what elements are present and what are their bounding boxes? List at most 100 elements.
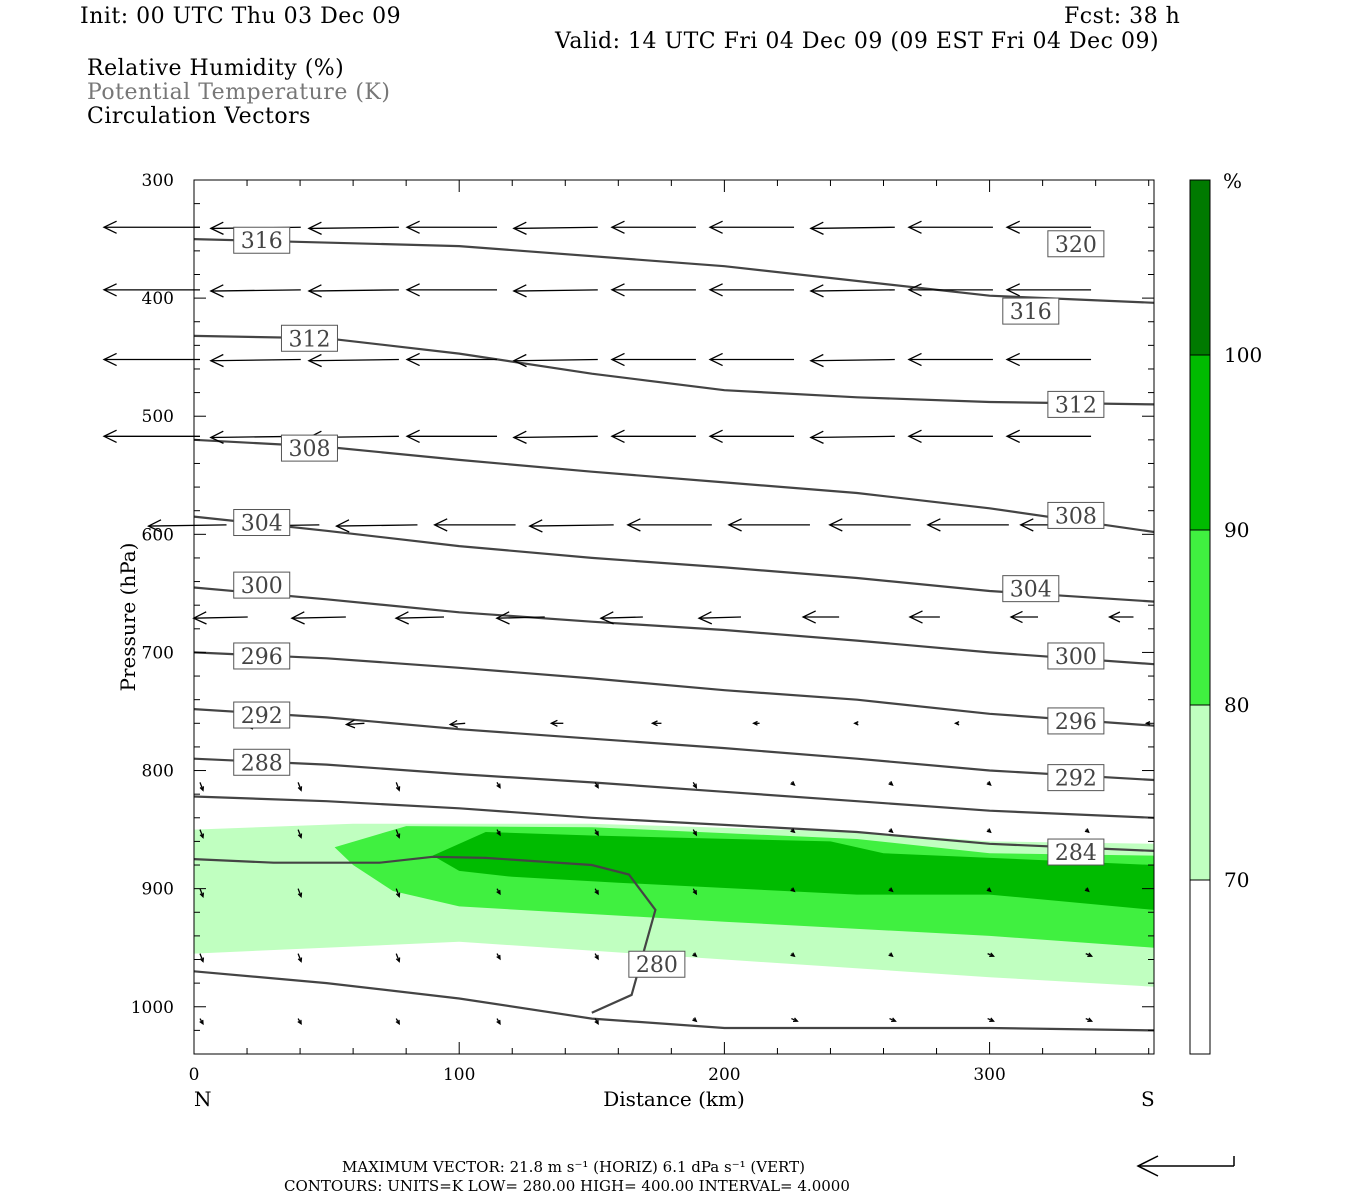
theta-label: 296: [241, 645, 283, 670]
theta-label: 320: [1055, 233, 1097, 258]
vector-head: [297, 957, 303, 963]
vector-head: [610, 352, 625, 367]
vector-head: [828, 518, 843, 532]
vector-head: [307, 353, 322, 368]
colorbar-segment: [1190, 180, 1210, 355]
y-axis-label: Pressure (hPa): [116, 543, 140, 692]
vector-shaft: [513, 226, 598, 230]
vector-head: [692, 1017, 698, 1023]
theta-label: 312: [288, 327, 330, 352]
vector-head: [594, 783, 599, 789]
theta-contour-300: [193, 586, 1155, 666]
vector-head: [102, 220, 117, 234]
vector-head: [986, 781, 992, 786]
vector-head: [405, 283, 420, 297]
vector-head: [708, 429, 723, 443]
vector-shaft: [529, 524, 614, 527]
vector-shaft: [496, 616, 545, 619]
vector-head: [891, 1017, 897, 1023]
vector-head: [496, 783, 501, 789]
theta-label: 304: [241, 512, 283, 537]
theta-contours: [193, 238, 1155, 1032]
vector-head: [199, 1019, 204, 1026]
vector-head: [809, 284, 824, 298]
vector-head: [610, 429, 625, 443]
vector-head: [650, 720, 658, 727]
theta-label-box: [1002, 575, 1060, 603]
vector-head: [395, 1019, 400, 1026]
vector-head: [953, 721, 960, 726]
vector-head: [692, 830, 698, 837]
vector-shaft: [346, 722, 365, 726]
vector-head: [790, 828, 796, 834]
vector-head: [692, 783, 698, 789]
legend-vectors: Circulation Vectors: [87, 104, 311, 129]
theta-label-box: [233, 226, 291, 254]
vector-head: [599, 611, 614, 625]
vector-head: [1084, 887, 1090, 893]
vector-head: [405, 352, 420, 367]
circulation-vectors: [102, 220, 1151, 1026]
theta-contour-296: [193, 651, 1155, 727]
vector-head: [708, 283, 723, 297]
forecast-hour: Fcst: 38 h: [1064, 4, 1181, 29]
vector-shaft: [336, 524, 418, 527]
x-tick-label: 200: [708, 1065, 740, 1085]
vector-head: [433, 518, 448, 532]
vector-head: [594, 889, 599, 896]
vector-head: [395, 957, 401, 963]
max-vector-note: MAXIMUM VECTOR: 21.8 m s⁻¹ (HORIZ) 6.1 d…: [342, 1158, 805, 1176]
legend-rh: Relative Humidity (%): [87, 56, 345, 81]
vector-head: [853, 721, 859, 726]
vector-head: [1019, 518, 1034, 532]
vector-head: [405, 220, 420, 234]
vector-head: [752, 720, 758, 726]
vector-shaft: [513, 289, 598, 292]
theta-label-box: [233, 571, 291, 599]
vector-head: [1144, 721, 1151, 726]
vector-head: [594, 830, 599, 837]
vector-head: [907, 283, 922, 297]
theta-label-box: [233, 642, 291, 670]
y-tick-label: 400: [142, 289, 174, 309]
theta-label: 284: [1055, 841, 1097, 866]
vector-head: [209, 221, 224, 235]
vector-head: [528, 519, 543, 533]
vector-shaft: [193, 616, 248, 619]
theta-contour-11: [193, 970, 1155, 1032]
vector-shaft: [210, 358, 301, 362]
vector-head: [708, 220, 723, 234]
theta-label-box: [1047, 707, 1105, 735]
vector-head: [1005, 429, 1020, 443]
colorbar-segment: [1190, 880, 1210, 1054]
theta-label: 316: [241, 229, 283, 254]
vector-head: [512, 430, 527, 444]
x-tick-label: 0: [189, 1065, 200, 1085]
vector-head: [1005, 283, 1020, 297]
theta-label: 300: [241, 574, 283, 599]
vector-head: [989, 1017, 995, 1023]
rh-region-90: [432, 832, 1154, 910]
vector-head: [496, 954, 501, 961]
vector-shaft: [308, 226, 399, 230]
theta-label-box: [280, 324, 338, 352]
init-time: Init: 00 UTC Thu 03 Dec 09: [80, 4, 402, 29]
x-tick-label: 300: [973, 1065, 1005, 1085]
theta-label: 304: [1010, 578, 1052, 603]
theta-label-box: [1002, 297, 1060, 325]
vector-head: [199, 786, 205, 792]
vector-head: [610, 283, 625, 297]
vector-shaft: [395, 616, 444, 619]
x-end-label-north: N: [194, 1087, 212, 1111]
vector-head: [395, 892, 401, 898]
vector-head: [888, 781, 894, 786]
vector-head: [809, 353, 824, 368]
vector-head: [512, 284, 527, 298]
x-tick-label: 100: [443, 1065, 475, 1085]
vector-head: [1009, 610, 1023, 624]
vector-head: [147, 519, 162, 533]
vector-head: [790, 781, 796, 786]
colorbar-segment: [1190, 705, 1210, 880]
colorbar-segment: [1190, 530, 1210, 705]
